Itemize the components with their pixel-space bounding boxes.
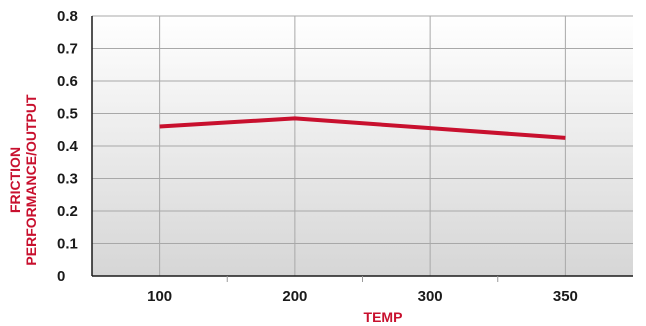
x-axis-title: TEMP — [364, 309, 403, 325]
x-tick-label: 100 — [147, 288, 172, 305]
y-tick-label: 0.3 — [57, 171, 78, 188]
grid-lines — [92, 15, 633, 276]
y-tick-label: 0.2 — [57, 203, 78, 220]
y-tick-label: 0.5 — [57, 106, 78, 123]
series-line — [159, 116, 566, 140]
y-tick-labels: 0 0.1 0.2 0.3 0.4 0.5 0.6 0.7 0.8 — [57, 8, 79, 285]
y-axis-title: FRICTION PERFORMANCE/OUTPUT — [7, 94, 39, 266]
axes — [91, 16, 633, 282]
y-tick-label: 0 — [57, 268, 65, 285]
y-tick-label: 0.7 — [57, 41, 78, 58]
y-axis-title-line-1: FRICTION — [7, 147, 23, 213]
x-tick-label: 200 — [282, 288, 307, 305]
y-tick-label: 0.1 — [57, 236, 78, 253]
x-tick-labels: 100 200 300 350 — [147, 288, 578, 305]
series-group — [159, 116, 566, 140]
y-tick-label: 0.4 — [57, 138, 79, 155]
x-tick-label: 300 — [418, 288, 443, 305]
y-tick-label: 0.6 — [57, 73, 78, 90]
x-tick-label: 350 — [553, 288, 578, 305]
y-axis-title-line-2: PERFORMANCE/OUTPUT — [23, 94, 39, 266]
y-tick-label: 0.8 — [57, 8, 78, 25]
